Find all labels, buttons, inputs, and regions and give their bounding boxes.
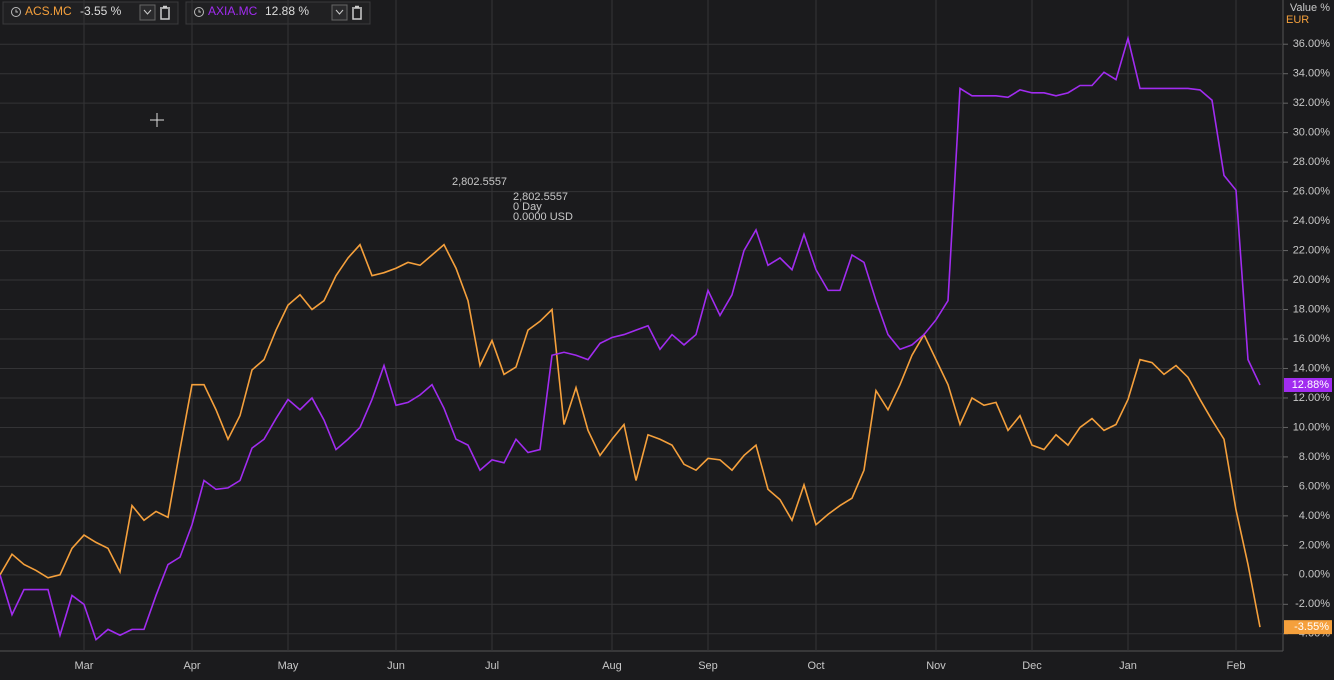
- series-line: [0, 35, 1261, 642]
- y-tick-label: 2.00%: [1299, 539, 1330, 551]
- x-tick-label: Aug: [602, 660, 622, 672]
- y-tick-label: 32.00%: [1293, 97, 1331, 109]
- y-tick-label: 4.00%: [1299, 510, 1330, 522]
- dropdown-button[interactable]: [331, 4, 348, 21]
- annotation: 2,802.5557: [452, 176, 507, 188]
- y-tick-label: 20.00%: [1293, 274, 1331, 286]
- x-tick-label: Sep: [698, 660, 718, 672]
- delete-button[interactable]: [160, 5, 170, 20]
- legend-name: ACS.MC: [25, 4, 72, 18]
- y-tick-label: -2.00%: [1295, 598, 1330, 610]
- end-label: -3.55%: [1294, 621, 1329, 633]
- series-line: [0, 243, 1261, 628]
- annotation: 2,802.5557: [513, 191, 568, 203]
- legend-box: [185, 1, 371, 25]
- x-tick-label: Oct: [807, 660, 824, 672]
- x-tick-label: Jun: [387, 660, 405, 672]
- y-tick-label: 10.00%: [1293, 421, 1331, 433]
- y-tick-label: 30.00%: [1293, 127, 1331, 139]
- x-tick-label: Apr: [183, 660, 200, 672]
- y-tick-label: 28.00%: [1293, 156, 1331, 168]
- y-tick-label: 22.00%: [1293, 244, 1331, 256]
- y-tick-label: 14.00%: [1293, 362, 1331, 374]
- y-tick-label: 36.00%: [1293, 38, 1331, 50]
- clock-hands: [15, 9, 18, 13]
- y-tick-label: 26.00%: [1293, 186, 1331, 198]
- y-tick-label: 18.00%: [1293, 303, 1331, 315]
- x-tick-label: Jul: [485, 660, 499, 672]
- y-tick-label: 34.00%: [1293, 68, 1331, 80]
- axis-title: Value %: [1290, 2, 1330, 14]
- end-badge: [1284, 620, 1332, 635]
- legend-name: AXIA.MC: [208, 4, 258, 18]
- y-tick-label: 0.00%: [1299, 569, 1330, 581]
- crosshair: [150, 113, 164, 127]
- clock-hands: [198, 9, 201, 13]
- x-tick-label: Jan: [1119, 660, 1137, 672]
- dropdown-arrow: [335, 9, 344, 15]
- annotation: 0 Day: [513, 201, 542, 213]
- annotation: 0.0000 USD: [513, 211, 573, 223]
- delete-button[interactable]: [352, 5, 362, 20]
- y-tick-label: 12.00%: [1293, 392, 1331, 404]
- y-tick-label: 8.00%: [1299, 451, 1330, 463]
- x-tick-label: May: [278, 660, 299, 672]
- clock-icon: [194, 7, 204, 17]
- legend-value: -3.55 %: [80, 4, 122, 18]
- currency: EUR: [1286, 14, 1309, 26]
- dropdown-button[interactable]: [139, 4, 156, 21]
- y-tick-label: 6.00%: [1299, 480, 1330, 492]
- x-tick-label: Mar: [75, 660, 94, 672]
- x-tick-label: Dec: [1022, 660, 1042, 672]
- legend-box: [2, 1, 179, 25]
- y-tick-label: 24.00%: [1293, 215, 1331, 227]
- y-tick-label: 16.00%: [1293, 333, 1331, 345]
- x-tick-label: Nov: [926, 660, 946, 672]
- legend: ACS.MC -3.55 % AXIA.MC 12.88 %: [2, 1, 371, 25]
- end-badge: [1284, 377, 1332, 392]
- x-tick-label: Feb: [1227, 660, 1246, 672]
- dropdown-arrow: [143, 9, 152, 15]
- clock-icon: [11, 7, 21, 17]
- legend-value: 12.88 %: [265, 4, 309, 18]
- end-label: 12.88%: [1292, 379, 1330, 391]
